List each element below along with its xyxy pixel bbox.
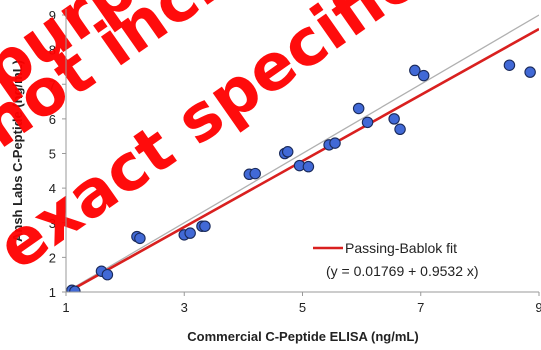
y-tick-label-1: 2 xyxy=(49,250,56,265)
y-axis-ticks: 1 2 3 4 5 6 7 8 9 xyxy=(49,8,66,300)
legend-fit-label: Passing-Bablok fit xyxy=(345,240,457,256)
data-point-15 xyxy=(302,160,315,173)
legend: Passing-Bablok fit (y = 0.01769 + 0.9532… xyxy=(313,240,479,279)
data-point-5 xyxy=(134,232,146,245)
data-point-25 xyxy=(524,66,536,78)
data-point-17 xyxy=(329,137,341,149)
y-tick-label-3: 4 xyxy=(49,181,56,196)
y-tick-label-5: 6 xyxy=(49,112,56,127)
data-point-1 xyxy=(69,285,81,292)
legend-fit-equation: (y = 0.01769 + 0.9532 x) xyxy=(326,263,479,279)
data-point-13 xyxy=(281,146,294,158)
data-point-23 xyxy=(417,69,430,82)
y-axis-title: Ansh Labs C-Peptide (ng/mL) xyxy=(10,60,25,242)
x-axis-ticks: 1 3 5 7 9 xyxy=(62,292,541,315)
data-point-9 xyxy=(199,220,211,232)
data-point-7 xyxy=(184,227,196,239)
data-point-24 xyxy=(503,59,516,71)
data-point-18 xyxy=(352,102,365,115)
y-tick-label-0: 1 xyxy=(49,285,56,300)
y-tick-label-4: 5 xyxy=(49,147,56,162)
data-point-20 xyxy=(388,113,400,125)
data-point-22 xyxy=(409,64,421,77)
y-tick-label-7: 8 xyxy=(49,43,56,58)
identity-line xyxy=(66,14,539,292)
x-tick-label-4: 9 xyxy=(535,300,541,315)
x-tick-label-2: 5 xyxy=(299,300,306,315)
data-point-19 xyxy=(361,116,374,129)
y-tick-label-2: 3 xyxy=(49,216,56,231)
plot-area xyxy=(66,14,539,292)
y-tick-label-8: 9 xyxy=(49,8,56,23)
x-tick-label-1: 3 xyxy=(181,300,188,315)
x-axis-title: Commercial C-Peptide ELISA (ng/mL) xyxy=(187,329,418,344)
y-tick-label-6: 7 xyxy=(49,77,56,92)
x-tick-label-0: 1 xyxy=(62,300,69,315)
data-point-3 xyxy=(101,268,114,281)
x-tick-label-3: 7 xyxy=(417,300,424,315)
data-point-21 xyxy=(394,123,406,136)
data-point-11 xyxy=(249,167,261,180)
